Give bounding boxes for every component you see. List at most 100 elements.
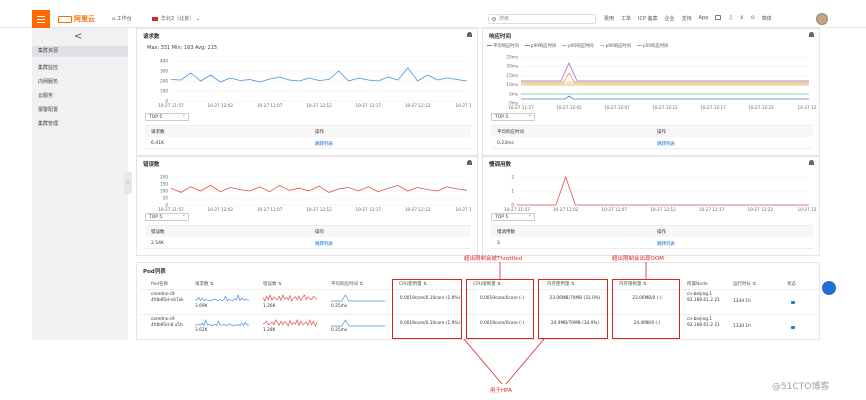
x-tick-label: 10-27 12:22 [748, 207, 774, 212]
x-tick-label: 10-27 11:57 [504, 207, 530, 212]
region-selector[interactable]: 华北2（北京） ⌄ [152, 15, 200, 22]
x-tick-label: 10-27 12:07 [604, 105, 630, 110]
slow-jump-link[interactable]: 跳转列表 [657, 242, 675, 247]
pod-errors: 1.26K [263, 304, 276, 309]
errors-card: 错误数 200 150 100 50 0 10-27 11:57 10-27 12:02 10… [136, 156, 478, 256]
pod-node-link[interactable]: cn-beijing.1 92.168.61.2 21 [687, 292, 720, 303]
legend-p95[interactable]: p95响应时间 [562, 43, 594, 49]
bell-icon[interactable]: ♫ [728, 15, 733, 21]
y-tick-label: 300 [160, 69, 168, 74]
col-latency[interactable]: 平均响应时间 ⇅ [331, 282, 364, 287]
pod-name-link[interactable]: coredns-c9 4fdb95d-8 u5h [151, 317, 183, 328]
errors-top-select[interactable]: TOP 5 [145, 212, 189, 221]
download-icon[interactable] [809, 160, 814, 165]
y-tick-label: 150 [160, 182, 168, 187]
nav-support[interactable]: 支持 [681, 16, 692, 22]
col-cpu-limit[interactable]: CPU限制量 ⇅ [473, 282, 501, 287]
cart-icon[interactable]: ⊻ [739, 15, 744, 21]
legend-avg[interactable]: 平均响应时间 [487, 43, 519, 49]
sparkline [195, 294, 249, 302]
action-col-header: 操作 [315, 130, 324, 135]
nav-app[interactable]: App [698, 15, 709, 21]
y-tick-label: 0 [165, 99, 168, 104]
requests-sparkline [195, 319, 249, 327]
x-tick-label: 10-27 12:02 [556, 105, 582, 110]
x-tick-label: 10-27 12:07 [257, 207, 283, 212]
requests-jump-link[interactable]: 跳转列表 [315, 142, 333, 147]
back-chevron-icon[interactable]: < [74, 31, 83, 42]
aliyun-logo[interactable]: 阿里云 [58, 14, 95, 24]
pod-cpu-usage: 0.0019core/0.10core (1.9%) [399, 321, 461, 326]
slow-top-select[interactable]: TOP 5 [491, 212, 535, 221]
nav-icp[interactable]: ICP 备案 [638, 16, 658, 22]
search-input[interactable]: 搜索... [488, 14, 596, 24]
errors-jump-link[interactable]: 跳转列表 [315, 242, 333, 247]
requests-top-select[interactable]: TOP 5 [145, 112, 189, 121]
latency-summary-table: 平均响应时间 操作 0.23ms 跳转列表 [491, 125, 813, 149]
y-tick-label: 400 [160, 59, 168, 64]
sidebar-item-cluster-management[interactable]: 集群管理 [38, 121, 59, 127]
latency-col-header: 平均响应时间 [497, 130, 524, 135]
lang-switch[interactable]: 简体 [761, 16, 772, 22]
y-tick-label: 20ms [506, 64, 518, 69]
errors-col-header: 错误数 [151, 230, 165, 235]
sidebar-item-cloud-services[interactable]: 云服务 [38, 93, 54, 99]
pod-cpu-limit: 0.0019core/0core (-) [479, 321, 525, 326]
download-icon[interactable] [467, 160, 472, 165]
x-tick-label: 10-27 12:07 [602, 207, 628, 212]
pod-latency: 0.25ms [331, 304, 347, 309]
cpu-usage-highlight [392, 279, 462, 339]
x-tick-label: 10-27 11:57 [158, 103, 184, 108]
terminal-icon[interactable] [715, 15, 722, 20]
sparkline [331, 294, 385, 302]
sidebar-item-internal-services[interactable]: 内网服务 [38, 79, 59, 85]
requests-chart: 400 300 200 100 010-27 11:57 10-27 12:02 10-27… [158, 59, 471, 109]
slow-calls-chart: 2 1 010-27 11:57 10-27 12:02 10-27 12:07 10-2… [504, 175, 817, 213]
pod-node-link[interactable]: cn-beijing.1 92.168.61.2 21 [687, 317, 720, 328]
pod-uptime: 133d 1h [733, 299, 751, 304]
pod-cpu-limit: 0.0019core/0core (-) [479, 296, 525, 301]
status-icon [791, 301, 795, 304]
download-icon[interactable] [809, 32, 814, 37]
col-cpu-usage[interactable]: CPU使用量 ⇅ [399, 282, 427, 287]
legend-p90[interactable]: p90响应时间 [599, 43, 631, 49]
x-tick-label: 10-27 11:57 [508, 105, 534, 110]
home-icon: ⌂ [112, 16, 117, 22]
console-link[interactable]: ⌂ 工作台 [112, 16, 132, 22]
col-status: 状态 [787, 282, 796, 287]
legend-p99[interactable]: p99响应时间 [524, 43, 556, 49]
pod-name-link[interactable]: coredns-c9 4fdb95d-n47xk [151, 292, 184, 303]
x-tick-label: 10-27 12:17 [356, 207, 382, 212]
y-tick-label: 25ms [506, 55, 518, 60]
col-errors[interactable]: 错误数 ⇅ [263, 282, 282, 287]
sidebar-item-cluster-resources[interactable]: 集群资源 [32, 46, 128, 57]
latency-jump-link[interactable]: 跳转列表 [657, 142, 675, 147]
latency-top-select[interactable]: TOP 5 [491, 112, 535, 121]
search-icon [492, 17, 496, 21]
pod-mem-usage: 24.4MB/70MB (34.9%) [550, 321, 600, 326]
y-tick-label: 0ms [509, 101, 518, 106]
sidebar-item-cluster-monitor[interactable]: 集群监控 [38, 65, 59, 71]
nav-tickets[interactable]: 工单 [621, 16, 632, 22]
pod-latency: 0.25ms [331, 328, 347, 333]
avatar[interactable] [816, 13, 828, 25]
help-icon[interactable]: ⊙ [750, 15, 755, 21]
x-tick-label: 10-27 12:2 [798, 207, 817, 212]
sidebar-collapse-handle[interactable]: ‹ [124, 172, 132, 194]
mem-usage-highlight [538, 279, 608, 339]
legend-p50[interactable]: p50响应时间 [636, 43, 668, 49]
menu-button[interactable] [32, 10, 50, 28]
download-icon[interactable] [467, 32, 472, 37]
col-mem-limit[interactable]: 内存限制量 ⇅ [619, 282, 647, 287]
nav-fees[interactable]: 费用 [604, 16, 615, 22]
col-mem-usage[interactable]: 内存使用量 ⇅ [547, 282, 575, 287]
pod-mem-usage: 23.06MB/70MB (33.0%) [549, 296, 601, 301]
col-requests[interactable]: 请求数 ⇅ [195, 282, 214, 287]
nav-enterprise[interactable]: 企业 [664, 16, 675, 22]
sidebar-item-alert-config[interactable]: 报警配置 [38, 107, 59, 113]
latency-band [521, 81, 809, 84]
col-uptime[interactable]: 运行时长 ⇅ [733, 282, 757, 287]
assistant-button[interactable] [822, 281, 836, 295]
p99-line [521, 62, 809, 82]
x-tick-label: 10-27 12:22 [748, 105, 774, 110]
